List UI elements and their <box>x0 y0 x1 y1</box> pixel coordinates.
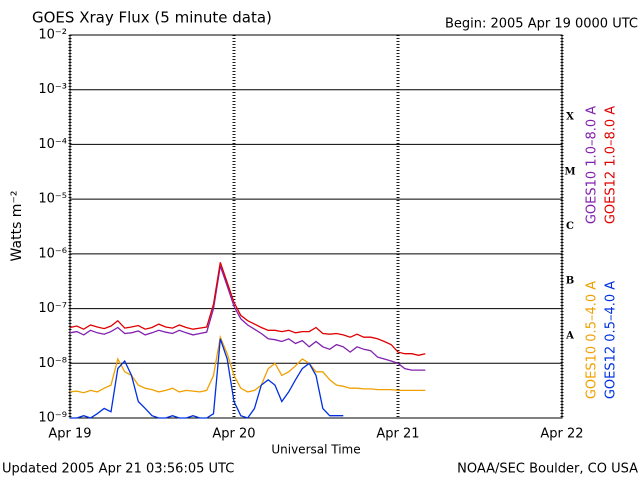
flare-class: B <box>566 276 574 287</box>
series-line <box>69 265 426 371</box>
flare-class: X <box>566 112 574 123</box>
flare-class: M <box>564 166 575 177</box>
y-tick-label: 10⁻⁴ <box>38 137 67 152</box>
footer-left: Updated 2005 Apr 21 03:56:05 UTC <box>2 462 234 477</box>
legend-entry: GOES10 0.5–4.0 A <box>585 281 600 399</box>
x-tick-label: Apr 20 <box>212 427 255 442</box>
chart-subtitle: Begin: 2005 Apr 19 0000 UTC <box>445 17 638 32</box>
chart-title: GOES Xray Flux (5 minute data) <box>32 9 272 27</box>
y-tick-label: 10⁻⁶ <box>38 246 67 261</box>
x-tick-label: Apr 19 <box>48 427 91 442</box>
y-tick-label: 10⁻⁹ <box>38 411 67 426</box>
flare-class: A <box>565 330 574 341</box>
plot-frame <box>69 34 563 419</box>
y-tick-label: 10⁻³ <box>38 82 67 97</box>
y-tick-label: 10⁻² <box>38 28 67 43</box>
series-line <box>69 334 426 394</box>
x-axis-label: Universal Time <box>271 443 360 457</box>
y-tick-label: 10⁻⁷ <box>38 301 67 316</box>
legend-entry: GOES12 0.5–4.0 A <box>604 281 619 399</box>
y-tick-label: 10⁻⁸ <box>38 356 67 371</box>
y-tick-label: 10⁻⁵ <box>38 192 67 207</box>
series-line <box>70 338 344 419</box>
series-line <box>69 262 426 356</box>
flare-class: C <box>566 221 574 232</box>
footer-right: NOAA/SEC Boulder, CO USA <box>457 462 638 477</box>
legend-entry: GOES10 1.0–8.0 A <box>585 106 600 224</box>
x-tick-label: Apr 22 <box>540 427 583 442</box>
legend-entry: GOES12 1.0–8.0 A <box>604 106 619 224</box>
x-tick-label: Apr 21 <box>376 427 419 442</box>
y-axis-label: Watts m⁻² <box>9 191 25 262</box>
